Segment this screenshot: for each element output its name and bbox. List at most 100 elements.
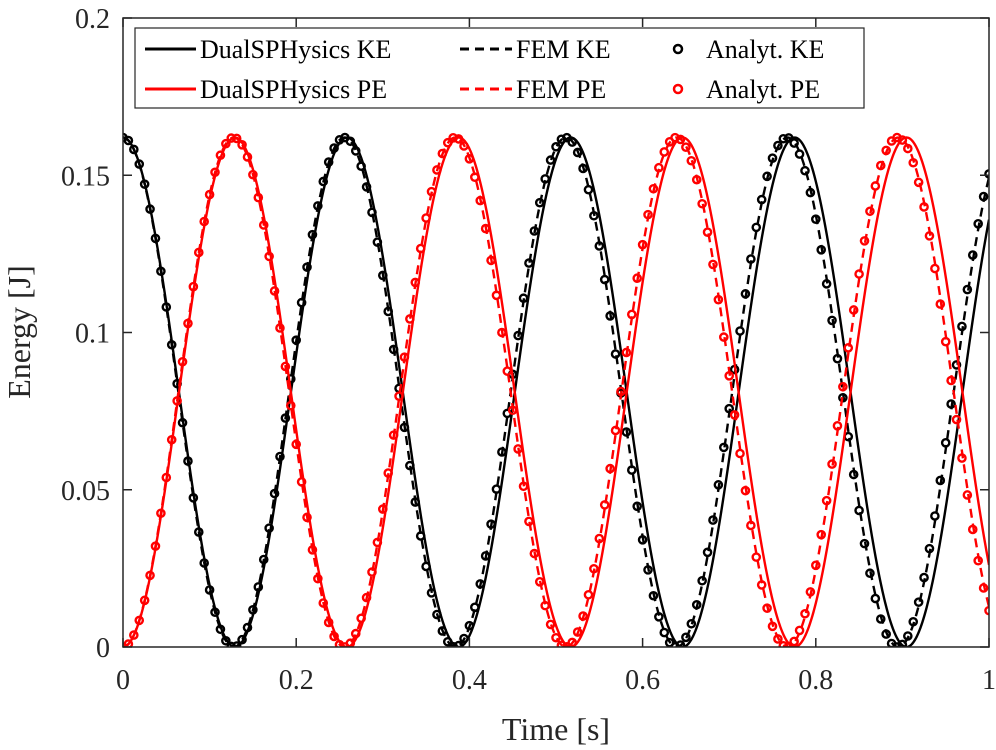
data-point xyxy=(962,490,973,500)
data-point xyxy=(643,209,653,220)
data-point xyxy=(161,302,172,312)
data-point xyxy=(529,548,540,559)
data-point xyxy=(524,516,534,527)
data-point xyxy=(545,619,556,630)
x-tick-label: 1 xyxy=(982,665,996,696)
data-point xyxy=(740,485,751,496)
data-point xyxy=(188,281,199,292)
legend-marker-analytical-ke xyxy=(672,43,684,55)
data-point xyxy=(551,141,561,152)
data-point xyxy=(973,219,983,229)
data-point xyxy=(951,414,962,425)
data-point xyxy=(518,293,529,304)
data-point xyxy=(594,241,605,251)
data-point xyxy=(156,508,166,519)
data-point xyxy=(811,214,821,224)
data-point xyxy=(204,189,215,200)
data-point xyxy=(572,627,583,637)
data-point xyxy=(773,634,783,644)
data-point xyxy=(237,634,247,645)
data-point xyxy=(139,595,150,606)
data-point xyxy=(177,417,188,428)
data-point xyxy=(150,541,161,551)
data-point xyxy=(978,191,989,202)
data-point xyxy=(545,155,556,165)
data-point xyxy=(226,133,237,143)
data-point xyxy=(924,231,935,241)
data-point xyxy=(264,251,274,262)
data-point xyxy=(903,631,913,641)
data-point xyxy=(767,153,778,163)
data-point xyxy=(139,179,150,189)
data-point xyxy=(491,484,502,495)
data-point xyxy=(654,612,664,622)
data-point xyxy=(534,577,545,587)
data-point xyxy=(377,504,388,514)
data-point xyxy=(123,135,134,146)
data-point xyxy=(350,146,361,156)
data-point xyxy=(691,174,702,185)
data-point xyxy=(626,465,637,475)
data-point xyxy=(762,603,772,613)
data-point xyxy=(415,243,426,254)
data-point xyxy=(475,579,486,589)
data-point xyxy=(702,547,713,558)
data-point xyxy=(773,140,783,151)
data-point xyxy=(848,305,859,315)
data-point xyxy=(134,159,145,169)
data-point xyxy=(166,434,177,445)
data-point xyxy=(231,133,242,144)
data-point xyxy=(486,519,496,529)
data-point xyxy=(832,421,843,431)
data-point xyxy=(946,375,956,386)
legend-label-analytical-ke: Analyt. KE xyxy=(706,35,824,64)
data-point xyxy=(800,165,810,176)
data-point xyxy=(621,347,632,358)
data-point xyxy=(870,181,881,191)
data-point xyxy=(572,147,583,158)
data-point xyxy=(735,326,745,336)
data-point xyxy=(702,227,713,237)
x-tick-label: 0.2 xyxy=(279,665,314,696)
data-point xyxy=(426,588,437,598)
data-point xyxy=(480,223,491,234)
data-point xyxy=(145,570,155,581)
data-point xyxy=(789,138,799,148)
data-point xyxy=(870,593,881,604)
data-point xyxy=(513,444,523,454)
data-point xyxy=(805,187,816,198)
data-point xyxy=(464,154,475,164)
series-layer xyxy=(123,132,989,647)
data-point xyxy=(746,254,756,264)
data-point xyxy=(166,339,177,350)
y-axis-title: Energy [J] xyxy=(1,265,37,399)
data-point xyxy=(924,543,935,554)
data-point xyxy=(145,204,155,214)
data-point xyxy=(507,405,518,416)
data-point xyxy=(513,330,523,341)
data-point xyxy=(729,410,740,420)
data-point xyxy=(897,135,908,145)
data-point xyxy=(183,318,193,329)
data-point xyxy=(848,469,859,480)
data-point xyxy=(637,239,648,250)
data-point xyxy=(453,134,464,144)
data-point xyxy=(821,495,832,506)
data-point xyxy=(605,311,615,321)
data-point xyxy=(605,463,615,474)
data-point xyxy=(367,567,377,577)
y-tick-label: 0.1 xyxy=(75,319,110,350)
data-point xyxy=(681,632,691,643)
x-axis-title: Time [s] xyxy=(502,711,610,747)
data-point xyxy=(399,422,410,433)
data-point xyxy=(367,207,377,218)
data-point xyxy=(654,162,664,173)
data-point xyxy=(567,637,578,647)
data-point xyxy=(253,192,264,203)
data-point xyxy=(377,270,388,281)
data-point xyxy=(599,500,610,510)
data-point xyxy=(865,206,875,217)
data-point xyxy=(821,279,832,289)
data-point xyxy=(231,641,242,647)
data-point xyxy=(626,309,637,320)
